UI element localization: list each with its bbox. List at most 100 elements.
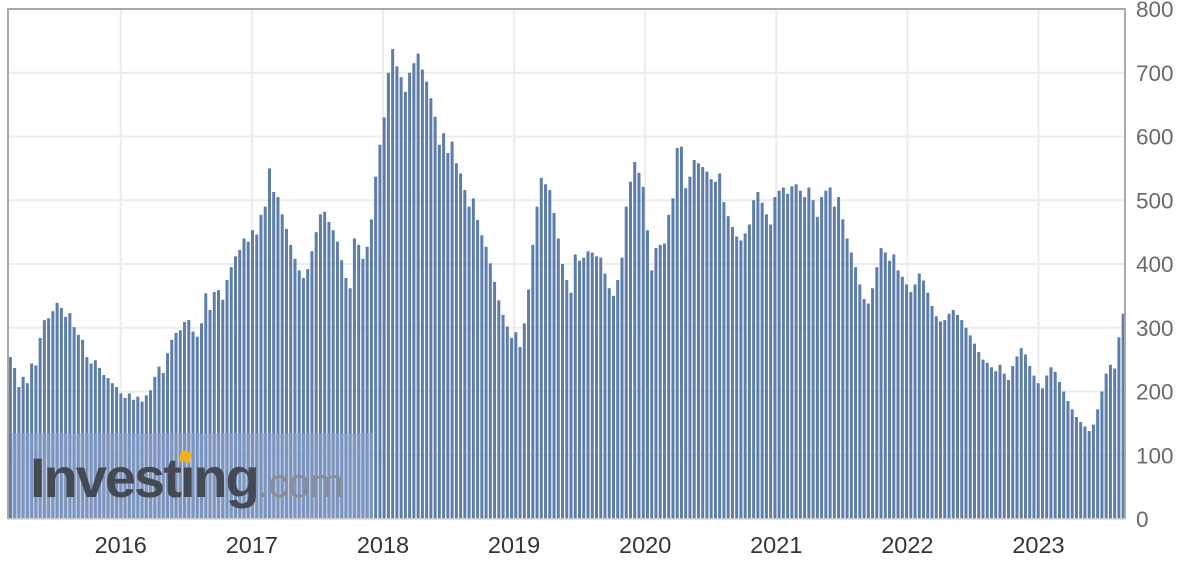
bar xyxy=(234,256,237,519)
bar xyxy=(977,351,981,519)
x-tick-label: 2020 xyxy=(619,532,671,558)
bar xyxy=(382,117,386,520)
bar xyxy=(879,248,883,519)
bar xyxy=(403,91,407,520)
y-tick-label: 100 xyxy=(1136,443,1174,468)
y-tick-label: 800 xyxy=(1136,0,1174,22)
bar xyxy=(174,332,178,519)
bar xyxy=(595,256,599,519)
bar xyxy=(735,236,739,519)
bar xyxy=(476,220,480,519)
bar xyxy=(1002,373,1006,519)
bar xyxy=(64,316,68,519)
plot-frame xyxy=(7,8,1126,520)
bar xyxy=(803,197,807,519)
x-tick-label: 2021 xyxy=(750,532,802,558)
bar xyxy=(624,206,628,520)
bar xyxy=(471,198,475,519)
bar xyxy=(1121,313,1125,519)
bar xyxy=(378,144,382,520)
bar xyxy=(786,193,790,520)
bar xyxy=(514,332,518,519)
bar xyxy=(650,270,654,520)
bar xyxy=(442,133,446,519)
bar xyxy=(191,331,195,519)
bar xyxy=(272,191,276,519)
bar xyxy=(968,335,972,519)
bar xyxy=(612,295,615,520)
bar xyxy=(276,197,280,519)
bar xyxy=(246,241,250,519)
bar xyxy=(1104,373,1108,519)
bar xyxy=(1032,375,1036,519)
bar xyxy=(913,284,917,519)
bar xyxy=(225,279,229,519)
bar xyxy=(47,318,51,519)
bar xyxy=(242,238,246,519)
bar xyxy=(454,163,458,519)
bar xyxy=(718,173,722,520)
bar xyxy=(730,227,734,519)
bar xyxy=(1091,424,1095,519)
bar xyxy=(696,163,700,519)
bar xyxy=(1045,375,1049,519)
bar xyxy=(922,280,926,519)
bar xyxy=(505,326,509,519)
bar xyxy=(752,200,756,519)
bar xyxy=(603,273,607,519)
bar xyxy=(1083,426,1087,519)
bar xyxy=(1036,383,1040,519)
x-tick-label: 2017 xyxy=(226,532,278,558)
bar xyxy=(662,243,666,519)
bar xyxy=(420,69,424,519)
bar xyxy=(981,359,985,520)
bar xyxy=(556,238,560,519)
bar xyxy=(658,244,662,520)
bar xyxy=(620,257,624,520)
bar xyxy=(909,292,913,519)
bar xyxy=(81,339,85,519)
bar xyxy=(900,276,904,519)
bar xyxy=(1108,364,1112,519)
bar xyxy=(357,244,361,520)
bar xyxy=(1028,366,1032,519)
bar xyxy=(926,292,930,519)
bar xyxy=(764,214,768,519)
bar xyxy=(408,72,412,519)
bar xyxy=(684,188,688,519)
bar xyxy=(994,371,998,519)
bar xyxy=(263,206,267,520)
bar xyxy=(841,219,845,520)
bar xyxy=(590,252,594,519)
bar xyxy=(769,224,773,519)
bar xyxy=(628,181,632,519)
bar xyxy=(238,249,242,520)
bar xyxy=(1070,409,1074,519)
bar xyxy=(335,241,339,519)
bar xyxy=(705,171,709,519)
bar xyxy=(310,251,314,519)
bar xyxy=(565,279,569,519)
bar xyxy=(386,72,390,519)
bar xyxy=(1023,354,1027,519)
bar xyxy=(267,168,271,520)
bar xyxy=(692,160,696,519)
bar xyxy=(259,214,263,519)
bar xyxy=(221,299,225,519)
bar xyxy=(607,288,611,519)
bar xyxy=(794,184,798,519)
bar xyxy=(450,141,454,519)
bar xyxy=(416,53,420,520)
bar xyxy=(960,320,964,519)
bar xyxy=(888,260,892,519)
bar xyxy=(930,306,934,519)
bar xyxy=(739,240,743,519)
bar xyxy=(463,190,467,520)
bar xyxy=(645,230,649,519)
bar xyxy=(395,66,399,520)
bar xyxy=(854,267,858,519)
bar xyxy=(178,330,182,519)
bar xyxy=(1074,417,1078,519)
bar xyxy=(917,273,921,519)
y-axis-labels: 800 700 600 500 400 300 200 100 0 xyxy=(1136,0,1174,532)
